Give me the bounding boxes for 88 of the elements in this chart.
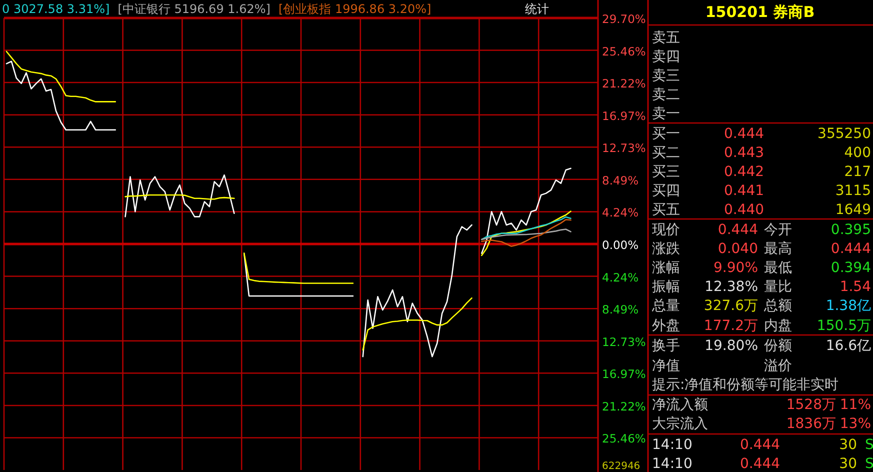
text: 卖一: [652, 106, 680, 122]
text: 0.040: [718, 241, 758, 257]
text: 0 3027.58 3.31%]: [2, 2, 110, 16]
text: 355250: [818, 126, 871, 142]
text: 量比: [764, 279, 792, 295]
y-tick-label: 25.46%: [602, 432, 646, 446]
y-tick-label: 8.49%: [602, 302, 639, 317]
text: 177.2万: [704, 318, 758, 334]
text: 卖四: [652, 49, 680, 65]
text: 买一: [652, 126, 680, 142]
text: 0.444: [830, 241, 872, 257]
y-tick-label: 25.46%: [602, 44, 646, 58]
text: 12.38%: [704, 279, 758, 295]
text: 0.444: [718, 222, 758, 238]
text: 1836万: [786, 416, 836, 432]
text: 3115: [835, 183, 871, 199]
text: 买四: [652, 183, 680, 199]
text: 现价: [652, 222, 680, 238]
text: 0.443: [724, 145, 764, 161]
text: 卖二: [652, 87, 680, 103]
y-tick-label: 12.73%: [602, 141, 646, 156]
y-tick-label: 16.97%: [602, 367, 646, 382]
text: 卖三: [652, 68, 680, 84]
line-series: [481, 228, 572, 240]
text: 0.442: [724, 164, 764, 180]
y-tick-label: 0.00%: [602, 238, 639, 252]
text: 0.394: [830, 260, 872, 276]
text: 217: [844, 164, 871, 180]
y-tick-label: 8.49%: [602, 173, 639, 188]
text: 总量: [651, 298, 680, 314]
text: S: [865, 456, 873, 472]
text: [中证银行 5196.69 1.62%]: [118, 2, 270, 16]
text: 买五: [652, 202, 680, 218]
text: 19.80%: [704, 338, 758, 354]
y-tick-label: 16.97%: [602, 108, 646, 123]
text: 0.444: [740, 456, 780, 472]
text: 400: [844, 145, 871, 161]
text: 14:10: [652, 456, 692, 472]
text: 13%: [840, 416, 871, 432]
text: 1649: [835, 202, 871, 218]
text: 最高: [764, 241, 792, 257]
text: 1528万: [786, 397, 836, 413]
text: 净流入额: [652, 397, 708, 413]
text: 1.54: [840, 279, 872, 295]
text: 卖五: [652, 30, 680, 46]
text: 总额: [763, 298, 792, 314]
text: 今开: [764, 222, 792, 238]
y-tick-label: 21.22%: [602, 399, 646, 414]
text: 11%: [840, 397, 871, 413]
text: S: [865, 437, 873, 453]
text: 16.6亿: [826, 338, 871, 354]
text: [创业板指 1996.86 3.20%]: [278, 2, 432, 16]
y-tick-label: 4.24%: [602, 206, 639, 220]
text: 30: [839, 456, 857, 472]
y-tick-label: 21.22%: [602, 76, 646, 91]
text: 622946: [602, 461, 640, 472]
text: 换手: [652, 338, 680, 354]
text: 0.444: [740, 437, 780, 453]
text: 涨幅: [652, 260, 680, 276]
text: 溢价: [764, 358, 792, 374]
text: 1.38亿: [826, 298, 871, 314]
text: 净值: [652, 358, 680, 374]
text: 外盘: [652, 318, 680, 334]
text: 大宗流入: [652, 416, 708, 432]
text: 内盘: [764, 318, 792, 334]
line-series: [481, 219, 572, 247]
text: 0.444: [724, 126, 764, 142]
text: 统计: [525, 2, 549, 16]
text: 涨跌: [652, 241, 680, 257]
text: 327.6万: [704, 298, 758, 314]
text: 0.395: [830, 222, 871, 238]
text: 买三: [652, 164, 680, 180]
y-tick-label: 12.73%: [602, 334, 646, 349]
text: 份额: [764, 338, 792, 354]
text: 提示:净值和份额等可能非实时: [652, 377, 839, 393]
y-tick-label: 29.70%: [602, 12, 646, 26]
text: 14:10: [652, 437, 692, 453]
text: 150.5万: [816, 318, 871, 334]
text: 买二: [652, 145, 680, 161]
text: 振幅: [652, 279, 680, 295]
line-series: [481, 216, 572, 240]
text: 0.440: [724, 202, 764, 218]
text: 0.441: [724, 183, 764, 199]
text: 9.90%: [714, 260, 758, 276]
text: 最低: [764, 260, 792, 276]
text: 150201 券商B: [705, 3, 815, 21]
text: 30: [839, 437, 857, 453]
y-tick-label: 4.24%: [602, 270, 639, 284]
